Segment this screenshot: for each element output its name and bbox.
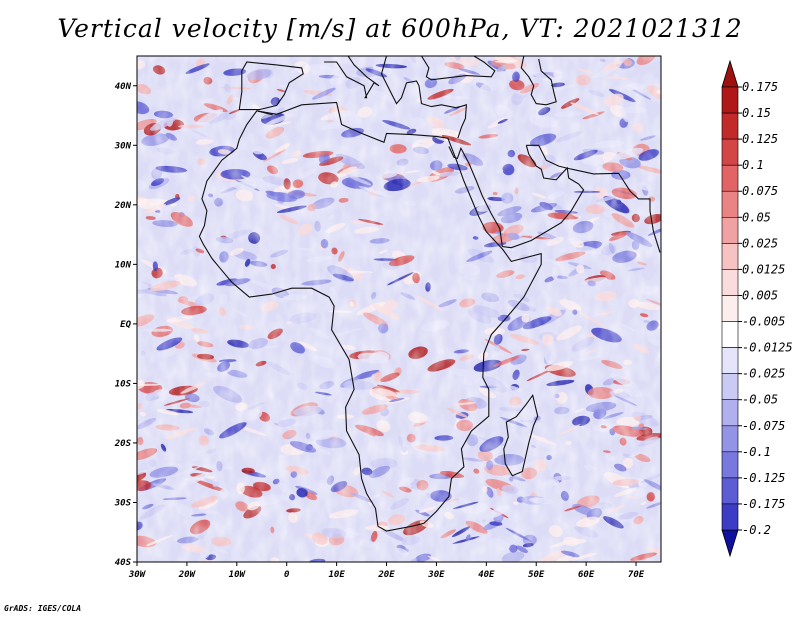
colorbar-segment: [721, 86, 739, 114]
south-asia-coastline: [526, 144, 661, 253]
colorbar-label: -0.1: [742, 445, 771, 459]
colorbar: 0.175 0.15 0.125 0.1 0.075 0.05 0.025 0.0125 0.0…: [721, 59, 793, 558]
longitude-axis: 30W 20W 10W 0 10E 20E 30E 40E 50E 60E 70E: [128, 562, 645, 580]
colorbar-label: 0.125: [742, 132, 778, 146]
colorbar-label: 0.1: [742, 158, 764, 172]
lon-tick-label: 50E: [528, 570, 545, 580]
map-plot-area: [137, 56, 661, 562]
lon-tick-label: 30W: [128, 570, 147, 580]
gibraltar-line: [256, 110, 273, 116]
colorbar-label: -0.05: [742, 393, 778, 407]
colorbar-segment: [721, 477, 739, 505]
colorbar-label: -0.2: [742, 523, 771, 537]
lon-tick-label: 20E: [377, 570, 395, 580]
colorbar-label: 0.005: [742, 288, 778, 302]
madagascar-coastline: [503, 394, 539, 477]
colorbar-label: -0.175: [742, 497, 785, 511]
colorbar-label: 0.175: [742, 80, 778, 94]
lat-tick-label: 40N: [115, 82, 132, 92]
colorbar-label: 0.05: [742, 210, 771, 224]
africa-coastline: [198, 101, 542, 532]
colorbar-segment: [721, 347, 739, 375]
arabia-coastline: [448, 145, 585, 249]
lon-tick-label: 40E: [478, 570, 495, 580]
colorbar-segment: [721, 243, 739, 270]
italy-coastline: [324, 56, 380, 99]
black-sea-coastline: [421, 56, 496, 81]
colorbar-segment: [721, 295, 739, 322]
colorbar-segment: [721, 399, 739, 427]
colorbar-segment: [721, 451, 739, 479]
lat-tick-label: EQ: [120, 320, 131, 330]
latitude-axis: 40N 30N 20N 10N EQ 10S 20S 30S 40S: [114, 82, 137, 568]
lon-tick-label: 70E: [628, 570, 645, 580]
map-frame: [136, 55, 662, 563]
lat-tick-label: 10N: [115, 260, 132, 270]
eastern-med-coastline: [380, 56, 468, 139]
lon-tick-label: 10E: [328, 570, 345, 580]
iberia-coastline: [238, 61, 304, 111]
colorbar-label: -0.025: [742, 367, 785, 381]
colorbar-label: 0.15: [742, 106, 771, 120]
lon-tick-label: 0: [284, 570, 290, 580]
colorbar-segment: [721, 138, 739, 166]
lat-tick-label: 20S: [114, 439, 132, 449]
coastlines-borders: [198, 56, 661, 532]
colorbar-label: 0.075: [742, 184, 778, 198]
colorbar-segment: [721, 503, 739, 531]
colorbar-label: -0.075: [742, 419, 785, 433]
colorbar-segment: [721, 190, 739, 218]
lat-tick-label: 40S: [115, 558, 132, 568]
colorbar-segment: [721, 112, 739, 140]
colorbar-segment: [721, 217, 739, 244]
colorbar-segment: [721, 425, 739, 453]
caspian-coastline: [520, 56, 557, 106]
lon-tick-label: 60E: [578, 570, 595, 580]
lat-tick-label: 10S: [115, 379, 132, 389]
lat-tick-label: 30N: [114, 141, 132, 151]
lat-tick-label: 30S: [114, 498, 132, 508]
grads-credit: GrADS: IGES/COLA: [4, 604, 82, 613]
colorbar-bottom-triangle: [721, 529, 739, 558]
lon-tick-label: 30E: [427, 570, 445, 580]
lat-tick-label: 20N: [114, 201, 132, 211]
lon-tick-label: 20W: [178, 570, 197, 580]
colorbar-label: 0.025: [742, 236, 778, 250]
colorbar-label: 0.0125: [742, 262, 785, 276]
colorbar-segment: [721, 164, 739, 192]
colorbar-segment: [721, 269, 739, 296]
lon-tick-label: 10W: [229, 570, 247, 580]
map-title: Vertical velocity [m/s] at 600hPa, VT: 2…: [57, 14, 743, 43]
colorbar-segment: [721, 373, 739, 401]
colorbar-label: -0.005: [742, 315, 785, 329]
colorbar-label: -0.125: [742, 471, 785, 485]
colorbar-label: -0.0125: [742, 341, 793, 355]
colorbar-segment: [721, 321, 739, 348]
colorbar-top-triangle: [721, 59, 739, 88]
